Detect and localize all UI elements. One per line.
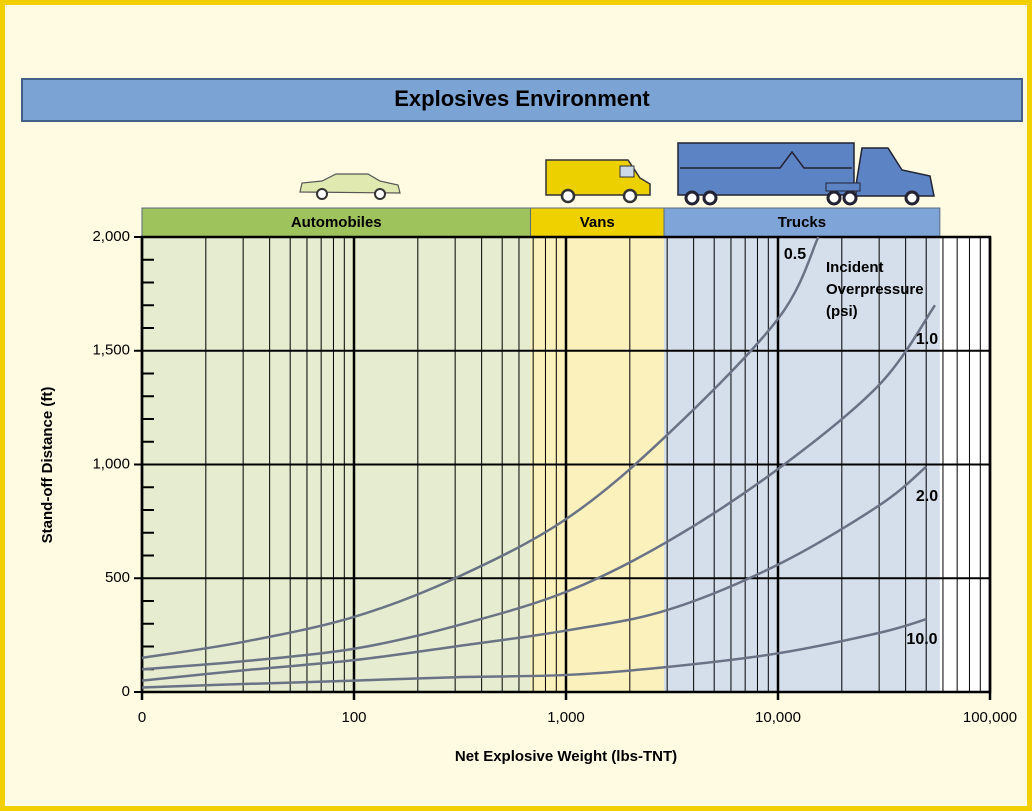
hitch	[825, 182, 861, 192]
y-tick-label: 1,500	[92, 342, 130, 359]
curve	[141, 236, 820, 660]
y-tick-label: 1,000	[92, 455, 130, 472]
series-label: 10.0	[906, 631, 937, 648]
chart: Explosives Environment Stand-off Distanc…	[21, 78, 1023, 765]
wheel	[702, 190, 718, 206]
legend-title: Overpressure	[826, 281, 924, 298]
wheel	[684, 190, 700, 206]
wheel	[560, 188, 576, 204]
cab-icon	[855, 147, 935, 197]
trailer-icon	[677, 142, 855, 196]
legend-title: Incident	[826, 259, 884, 276]
legend-title: (psi)	[826, 303, 858, 320]
y-axis-label: Stand-off Distance (ft)	[39, 387, 56, 544]
wheel	[622, 188, 638, 204]
curve	[141, 617, 927, 689]
trailer-line	[680, 150, 852, 169]
region-label: Vans	[580, 214, 615, 231]
y-tick-label: 2,000	[92, 228, 130, 245]
wheel	[826, 190, 842, 206]
wheel	[904, 190, 920, 206]
plot-frame	[140, 235, 992, 694]
x-axis-label: Net Explosive Weight (lbs-TNT)	[455, 748, 677, 765]
region-label: Trucks	[778, 214, 826, 231]
wheel	[316, 188, 328, 200]
x-tick-label: 10,000	[755, 709, 801, 726]
title-bar	[21, 78, 1023, 122]
van-window	[619, 165, 635, 178]
y-tick-label: 0	[122, 683, 130, 700]
region-header	[663, 207, 941, 238]
x-tick-label: 100,000	[963, 709, 1017, 726]
vehicle-icons	[299, 142, 935, 206]
region-header	[529, 207, 665, 238]
wheel	[374, 188, 386, 200]
x-tick-label: 1,000	[547, 709, 585, 726]
curve	[141, 465, 927, 682]
car-icon	[299, 173, 401, 194]
y-tick-label: 500	[105, 569, 130, 586]
x-tick-label: 0	[138, 709, 146, 726]
series-label: 0.5	[784, 246, 806, 263]
chart-title: Explosives Environment	[394, 86, 650, 111]
series-label: 1.0	[916, 331, 938, 348]
series-label: 2.0	[916, 488, 938, 505]
x-tick-label: 100	[341, 709, 366, 726]
wheel	[842, 190, 858, 206]
curve	[141, 304, 936, 671]
region-label: Automobiles	[291, 214, 382, 231]
